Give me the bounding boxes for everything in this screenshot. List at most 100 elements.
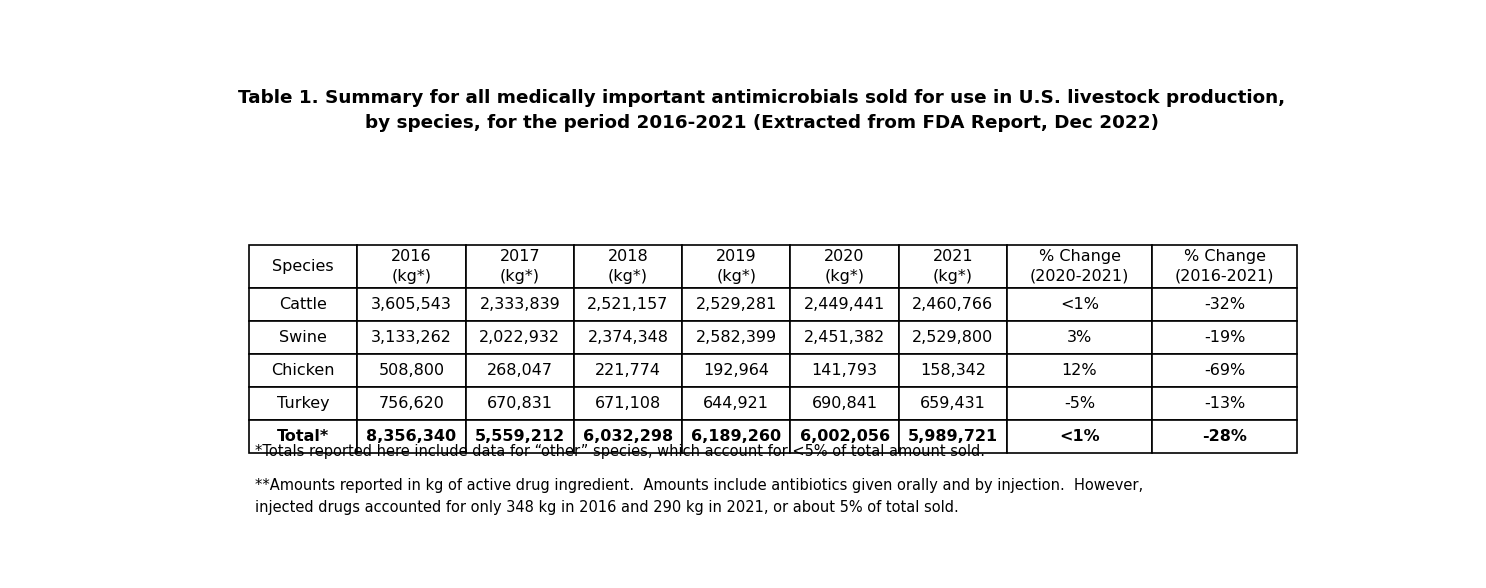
Text: 2,333,839: 2,333,839 [480, 297, 560, 312]
Bar [465, 245, 574, 288]
Bar [357, 321, 465, 354]
Text: -19%: -19% [1204, 330, 1245, 345]
Bar [574, 387, 682, 420]
Text: Species: Species [272, 259, 334, 274]
Text: 2,449,441: 2,449,441 [804, 297, 886, 312]
Text: -69%: -69% [1204, 363, 1245, 378]
Bar [465, 420, 574, 453]
Text: Cattle: Cattle [279, 297, 327, 312]
Text: 3,605,543: 3,605,543 [372, 297, 452, 312]
Bar [1152, 288, 1297, 321]
Text: 671,108: 671,108 [594, 396, 661, 411]
Bar [1152, 387, 1297, 420]
Text: 2,460,766: 2,460,766 [912, 297, 994, 312]
Bar [465, 354, 574, 387]
Text: 2017
(kg*): 2017 (kg*) [499, 249, 539, 284]
Bar [1008, 245, 1152, 288]
Text: 2019
(kg*): 2019 (kg*) [716, 249, 756, 284]
Bar [899, 321, 1008, 354]
Bar [791, 321, 899, 354]
Bar [250, 288, 357, 321]
Text: 268,047: 268,047 [487, 363, 553, 378]
Bar [899, 354, 1008, 387]
Text: 756,620: 756,620 [379, 396, 444, 411]
Bar [791, 354, 899, 387]
Text: -5%: -5% [1064, 396, 1095, 411]
Bar [357, 288, 465, 321]
Text: 5,989,721: 5,989,721 [908, 429, 999, 444]
Text: **Amounts reported in kg of active drug ingredient.  Amounts include antibiotics: **Amounts reported in kg of active drug … [256, 478, 1143, 514]
Bar [682, 387, 791, 420]
Text: 2020
(kg*): 2020 (kg*) [825, 249, 865, 284]
Bar [357, 354, 465, 387]
Text: -13%: -13% [1204, 396, 1245, 411]
Text: 508,800: 508,800 [379, 363, 444, 378]
Bar [899, 288, 1008, 321]
Text: 12%: 12% [1061, 363, 1097, 378]
Text: 690,841: 690,841 [811, 396, 878, 411]
Text: <1%: <1% [1060, 429, 1100, 444]
Bar [465, 288, 574, 321]
Bar [682, 354, 791, 387]
Bar [250, 321, 357, 354]
Bar [899, 420, 1008, 453]
Text: 6,189,260: 6,189,260 [691, 429, 782, 444]
Bar [1008, 321, 1152, 354]
Bar [682, 420, 791, 453]
Text: 2016
(kg*): 2016 (kg*) [391, 249, 432, 284]
Bar [250, 420, 357, 453]
Bar [791, 288, 899, 321]
Text: 670,831: 670,831 [487, 396, 553, 411]
Text: 3,133,262: 3,133,262 [372, 330, 452, 345]
Text: 2,529,800: 2,529,800 [912, 330, 994, 345]
Bar [357, 245, 465, 288]
Bar [1008, 288, 1152, 321]
Bar [682, 288, 791, 321]
Text: 141,793: 141,793 [811, 363, 878, 378]
Text: *Totals reported here include data for “other” species, which account for <5% of: *Totals reported here include data for “… [256, 444, 985, 459]
Bar [1008, 354, 1152, 387]
Text: -28%: -28% [1202, 429, 1247, 444]
Text: 2,374,348: 2,374,348 [587, 330, 669, 345]
Bar [1152, 420, 1297, 453]
Text: -32%: -32% [1204, 297, 1245, 312]
Bar [250, 245, 357, 288]
Text: % Change
(2016-2021): % Change (2016-2021) [1175, 249, 1275, 284]
Text: 158,342: 158,342 [920, 363, 985, 378]
Bar [1152, 354, 1297, 387]
Text: 6,002,056: 6,002,056 [799, 429, 890, 444]
Bar [791, 420, 899, 453]
Text: 2,529,281: 2,529,281 [695, 297, 777, 312]
Text: 2,451,382: 2,451,382 [804, 330, 886, 345]
Text: 2,521,157: 2,521,157 [587, 297, 669, 312]
Bar [791, 387, 899, 420]
Text: Turkey: Turkey [276, 396, 330, 411]
Text: 3%: 3% [1067, 330, 1092, 345]
Bar [574, 321, 682, 354]
Bar [357, 420, 465, 453]
Text: Chicken: Chicken [272, 363, 334, 378]
Bar [574, 420, 682, 453]
Bar [899, 387, 1008, 420]
Text: 659,431: 659,431 [920, 396, 985, 411]
Bar [250, 387, 357, 420]
Text: 2,022,932: 2,022,932 [480, 330, 560, 345]
Bar [574, 288, 682, 321]
Bar [682, 245, 791, 288]
Bar [1152, 245, 1297, 288]
Bar [1008, 387, 1152, 420]
Text: <1%: <1% [1060, 297, 1100, 312]
Bar [791, 245, 899, 288]
Text: 2,582,399: 2,582,399 [695, 330, 777, 345]
Text: 2018
(kg*): 2018 (kg*) [608, 249, 648, 284]
Bar [682, 321, 791, 354]
Bar [574, 354, 682, 387]
Text: 8,356,340: 8,356,340 [367, 429, 456, 444]
Text: 5,559,212: 5,559,212 [474, 429, 565, 444]
Bar [899, 245, 1008, 288]
Text: % Change
(2020-2021): % Change (2020-2021) [1030, 249, 1129, 284]
Bar [357, 387, 465, 420]
Bar [1008, 420, 1152, 453]
Bar [465, 321, 574, 354]
Text: 6,032,298: 6,032,298 [583, 429, 673, 444]
